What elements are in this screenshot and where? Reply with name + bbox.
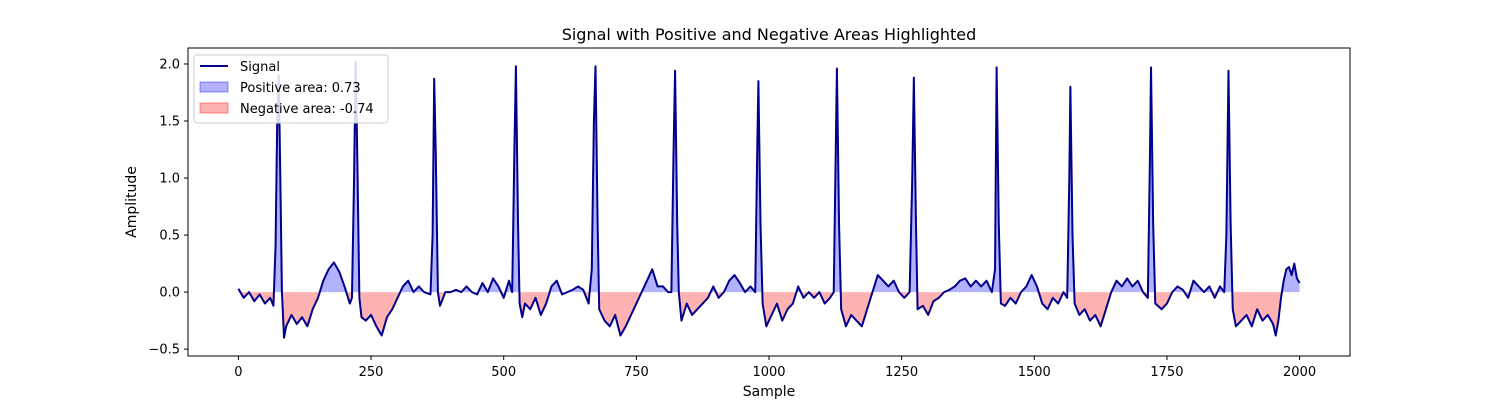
positive-area (238, 61, 1300, 293)
x-axis: 0 250 500 750 1000 1250 1500 1750 2000 (234, 356, 1316, 380)
x-tick-label: 750 (624, 365, 649, 380)
y-tick-label: 0.0 (159, 286, 180, 301)
legend-signal-label: Signal (240, 60, 280, 75)
x-tick-label: 1250 (885, 365, 918, 380)
legend-positive-label: Positive area: 0.73 (240, 81, 361, 96)
x-tick-label: 2000 (1283, 365, 1316, 380)
x-axis-label: Sample (743, 384, 796, 400)
legend-positive-swatch (199, 81, 229, 93)
legend: Signal Positive area: 0.73 Negative area… (193, 54, 389, 124)
legend-negative-swatch (199, 102, 229, 114)
y-axis: −0.5 0.0 0.5 1.0 1.5 2.0 (148, 57, 188, 358)
y-tick-label: −0.5 (148, 343, 180, 358)
x-tick-label: 500 (491, 365, 516, 380)
x-tick-label: 1000 (752, 365, 785, 380)
x-tick-label: 1500 (1018, 365, 1051, 380)
y-tick-label: 1.5 (159, 115, 180, 130)
x-tick-label: 250 (359, 365, 384, 380)
signal-line (237, 60, 1301, 339)
x-tick-label: 0 (234, 365, 242, 380)
y-tick-label: 0.5 (159, 229, 180, 244)
chart-title: Signal with Positive and Negative Areas … (562, 25, 977, 44)
legend-negative-label: Negative area: -0.74 (240, 102, 374, 117)
y-axis-label: Amplitude (124, 166, 140, 238)
x-tick-label: 1750 (1150, 365, 1183, 380)
legend-box (193, 54, 389, 124)
y-tick-label: 1.0 (159, 172, 180, 187)
y-tick-label: 2.0 (159, 57, 180, 72)
